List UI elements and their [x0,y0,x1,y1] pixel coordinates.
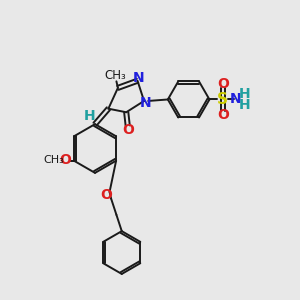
Text: N: N [140,96,152,110]
Text: H: H [238,87,250,101]
Text: N: N [133,71,145,85]
Text: H: H [238,98,250,112]
Text: CH₃: CH₃ [43,155,64,165]
Text: S: S [217,92,228,107]
Text: O: O [217,77,229,91]
Text: O: O [122,123,134,137]
Text: N: N [230,92,241,106]
Text: CH₃: CH₃ [104,69,126,82]
Text: O: O [60,153,71,167]
Text: O: O [217,108,229,122]
Text: H: H [83,109,95,123]
Text: O: O [100,188,112,202]
